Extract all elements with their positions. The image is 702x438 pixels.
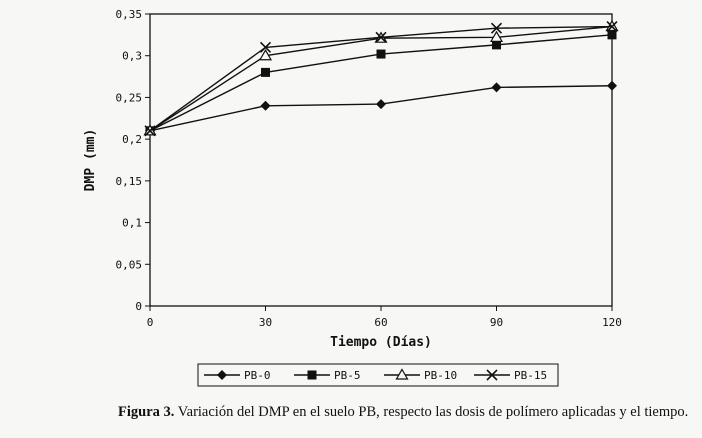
data-point-pb-0 [491,82,502,93]
legend-label: PB-10 [424,369,457,382]
data-point-pb-5 [492,40,501,50]
marker-stroke [486,369,498,381]
caption-label: Figura 3. [118,404,175,420]
marker-stroke [606,20,618,33]
data-point-pb-0 [376,99,386,110]
x-tick-label: 120 [602,316,622,329]
marker-stroke [375,31,387,43]
y-axis-title: DMP (mm) [83,129,98,192]
marker-stroke [490,22,503,34]
legend-marker [307,370,317,380]
data-point-pb-0 [260,100,271,111]
legend-label: PB-15 [514,369,547,382]
legend-item-pb-15: PB-15 [474,369,547,382]
y-tick-label: 0,15 [116,175,143,188]
legend-label: PB-5 [334,369,361,382]
y-tick-label: 0,25 [116,91,143,104]
series-pb-15 [144,20,618,137]
legend-item-pb-10: PB-10 [384,368,457,382]
marker-stroke [259,41,272,53]
line-chart: 0 0,05 0,1 0,15 0,2 0,25 0,3 0,35 0 30 60 90 120 Tiem… [83,8,622,387]
legend-label: PB-0 [244,369,271,382]
data-point-pb-5 [261,67,270,77]
data-point-pb-15 [144,125,156,137]
x-axis-title: Tiempo (Días) [330,335,432,350]
y-tick-label: 0 [135,300,142,313]
legend-marker [395,368,409,380]
legend-marker [486,369,498,381]
y-tick-label: 0,3 [122,50,142,63]
figure-caption: Figura 3. Variación del DMP en el suelo … [118,404,698,421]
data-point-pb-0 [607,80,617,91]
data-point-pb-15 [375,31,387,43]
x-tick-label: 30 [259,316,272,329]
legend-item-pb-0: PB-0 [204,369,271,382]
legend-item-pb-5: PB-5 [294,369,361,382]
y-tick-label: 0,05 [116,258,143,271]
x-tick-label: 90 [490,316,503,329]
data-point-pb-5 [607,30,617,40]
y-tick-label: 0,1 [122,217,142,230]
data-point-pb-5 [376,49,386,59]
data-point-pb-10 [258,49,273,61]
data-point-pb-10 [489,30,504,42]
legend-box [197,363,559,387]
legend-marker [217,370,227,380]
data-point-pb-15 [490,22,503,34]
data-point-pb-15 [259,41,272,53]
series-pb-0 [145,80,617,136]
data-point-pb-15 [606,20,618,33]
legend: PB-0 PB-5 PB-10 PB-15 [197,363,559,387]
y-tick-label: 0,35 [116,8,143,21]
x-tick-label: 60 [374,316,387,329]
y-tick-label: 0,2 [122,133,142,146]
caption-text: Variación del DMP en el suelo PB, respec… [177,404,689,420]
x-tick-label: 0 [147,316,154,329]
marker-stroke [144,125,156,137]
